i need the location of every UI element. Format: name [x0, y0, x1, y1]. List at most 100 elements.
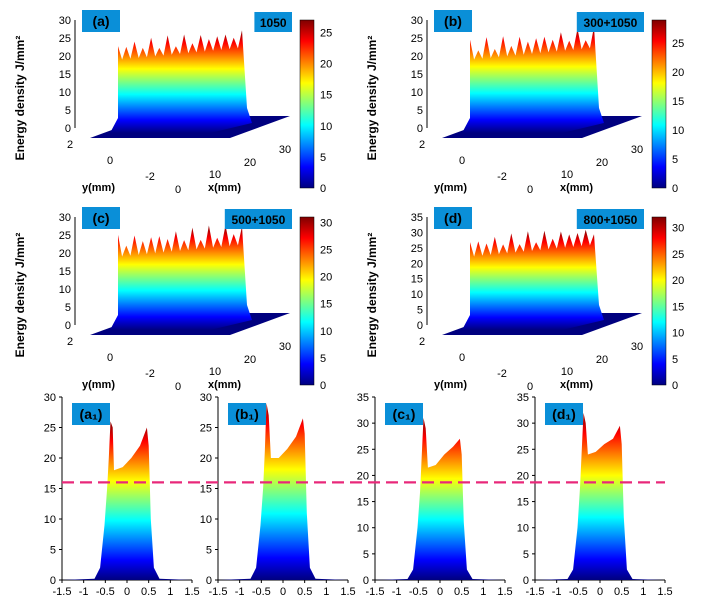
- x-tick-label: 0: [527, 184, 533, 196]
- profile-x-tick-label: -0.5: [96, 586, 115, 598]
- colorbar-tick-label: 0: [672, 380, 678, 392]
- y-depth-axis-label: y(mm): [434, 182, 467, 194]
- profile-y-tick-label: 30: [44, 392, 56, 404]
- condition-label: 500+1050: [232, 213, 286, 227]
- profile-y-tick-label: 15: [357, 497, 369, 509]
- x-axis-label: x(mm): [208, 182, 241, 194]
- colorbar-tick-label: 0: [672, 183, 678, 195]
- y-depth-tick-label: -2: [497, 171, 507, 183]
- z-tick-label: 15: [411, 69, 423, 81]
- x-tick-label: 10: [561, 366, 573, 378]
- z-tick-label: 20: [411, 258, 423, 270]
- profile-y-tick-label: 5: [50, 545, 56, 557]
- condition-label: 800+1050: [584, 213, 638, 227]
- colorbar-tick-label: 10: [672, 125, 684, 137]
- z-tick-label: 20: [59, 51, 71, 63]
- surface-body: [462, 229, 604, 330]
- x-tick-label: 10: [561, 169, 573, 181]
- x-tick-label: 20: [244, 354, 256, 366]
- y-depth-tick-label: -2: [145, 368, 155, 380]
- profile-x-tick-label: 1.5: [340, 586, 355, 598]
- profile-panel-1: 0 5 10 15 20 25 30 -1.5 -1 -0.5 0 0.5 1 1.5 (a₁): [44, 392, 200, 598]
- profile-y-tick-label: 20: [200, 453, 212, 465]
- profile-area: [218, 403, 348, 580]
- profile-x-tick-label: 1: [640, 586, 646, 598]
- panel-tag-box: [434, 207, 472, 229]
- profile-y-tick-label: 5: [523, 549, 529, 561]
- profile-x-tick-label: 1.5: [184, 586, 199, 598]
- z-tick-label: 15: [411, 274, 423, 286]
- x-tick-label: 0: [175, 381, 181, 393]
- z-tick-label: 35: [411, 212, 423, 224]
- y-depth-tick-label: 2: [419, 336, 425, 348]
- profile-y-tick-label: 0: [523, 575, 529, 587]
- panel-tag: (b₁): [235, 406, 259, 422]
- profile-y-tick-label: 35: [517, 392, 529, 404]
- profile-x-tick-label: 0.5: [141, 586, 156, 598]
- colorbar: [651, 216, 667, 386]
- z-tick-label: 20: [59, 248, 71, 260]
- x-axis-label: x(mm): [560, 379, 593, 391]
- panel-tag-box: [82, 10, 120, 32]
- colorbar-tick-label: 25: [672, 249, 684, 261]
- colorbar-tick-label: 20: [672, 275, 684, 287]
- profile-x-tick-label: -0.5: [569, 586, 588, 598]
- colorbar-tick-label: 10: [672, 328, 684, 340]
- profile-x-tick-label: -0.5: [409, 586, 428, 598]
- profile-y-tick-label: 25: [357, 444, 369, 456]
- panel-tag-box: [434, 10, 472, 32]
- profile-y-tick-label: 0: [50, 575, 56, 587]
- profile-area: [375, 417, 505, 580]
- profile-y-tick-label: 30: [200, 392, 212, 404]
- y-depth-tick-label: 2: [67, 139, 73, 151]
- profile-y-tick-label: 10: [44, 514, 56, 526]
- y-depth-tick-label: 0: [107, 155, 113, 167]
- colorbar-tick-label: 15: [672, 96, 684, 108]
- profile-y-tick-label: 5: [206, 545, 212, 557]
- y-depth-tick-label: 0: [459, 352, 465, 364]
- profile-x-tick-label: 0.5: [614, 586, 629, 598]
- colorbar-tick-label: 25: [320, 245, 332, 257]
- panel-tag: (a₁): [80, 406, 103, 422]
- profile-y-tick-label: 10: [517, 523, 529, 535]
- panel-tag: (c): [92, 210, 109, 226]
- colorbar-tick-label: 5: [672, 154, 678, 166]
- x-tick-label: 30: [631, 341, 643, 353]
- colorbar-tick-label: 10: [320, 121, 332, 133]
- profile-panel-4: 0 5 10 15 20 25 30 35 -1.5 -1 -0.5 0 0.5 1 1.5 (d₁): [517, 392, 673, 598]
- profile-x-tick-label: -1.5: [366, 586, 385, 598]
- panel-tag: (d): [444, 210, 462, 226]
- z-tick-label: 0: [417, 123, 423, 135]
- profile-x-tick-label: -1.5: [209, 586, 228, 598]
- x-tick-label: 0: [527, 381, 533, 393]
- panel-tag: (c₁): [393, 406, 416, 422]
- profile-x-tick-label: 0.5: [454, 586, 469, 598]
- profile-y-tick-label: 10: [200, 514, 212, 526]
- z-tick-label: 25: [411, 33, 423, 45]
- condition-label: 1050: [260, 16, 287, 30]
- panel-tag-box: [545, 403, 583, 425]
- condition-label-box: [576, 209, 644, 229]
- z-tick-label: 5: [65, 302, 71, 314]
- colorbar-tick-label: 0: [320, 380, 326, 392]
- profile-x-tick-label: 0: [124, 586, 130, 598]
- x-tick-label: 0: [175, 184, 181, 196]
- surface-body: [110, 225, 252, 330]
- y-axis-title: Energy density J/mm²: [365, 36, 379, 161]
- z-tick-label: 0: [65, 320, 71, 332]
- z-tick-label: 0: [417, 320, 423, 332]
- y-depth-axis-label: y(mm): [82, 182, 115, 194]
- z-tick-label: 10: [59, 284, 71, 296]
- colorbar-tick-label: 15: [320, 299, 332, 311]
- profile-y-tick-label: 15: [44, 484, 56, 496]
- profile-x-tick-label: 1.5: [657, 586, 672, 598]
- x-tick-label: 20: [596, 354, 608, 366]
- y-depth-tick-label: -2: [145, 171, 155, 183]
- colorbar-tick-label: 20: [320, 272, 332, 284]
- profile-y-tick-label: 20: [517, 470, 529, 482]
- profile-y-tick-label: 35: [357, 392, 369, 404]
- profile-x-tick-label: 1: [323, 586, 329, 598]
